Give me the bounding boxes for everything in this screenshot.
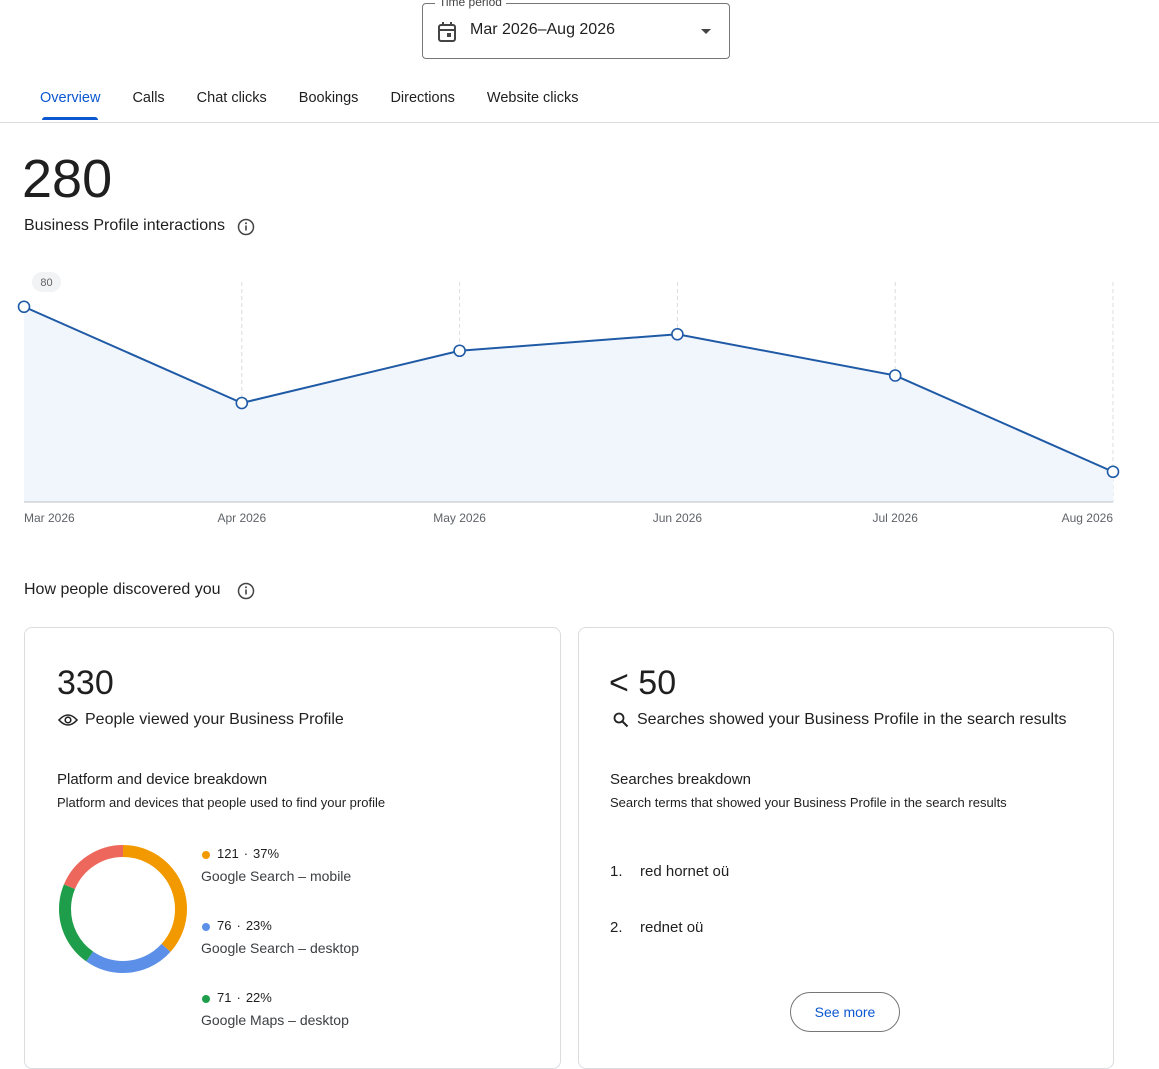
- dropdown-arrow: [701, 29, 711, 34]
- breakdown-subtitle: Platform and devices that people used to…: [57, 795, 386, 810]
- legend-name: Google Search – desktop: [201, 940, 359, 956]
- point: [888, 369, 902, 382]
- x-tick-label: May 2026: [433, 511, 486, 525]
- divider: [0, 122, 1159, 123]
- donut-segment: [59, 845, 187, 973]
- tab[interactable]: Chat clicks: [196, 90, 267, 106]
- legend-separator: ·: [243, 846, 249, 861]
- views-label: People viewed your Business Profile: [85, 711, 344, 728]
- point: [671, 327, 684, 341]
- views-card: 330 People viewed your Business Profile …: [24, 627, 561, 1069]
- term-rank: 1.: [610, 863, 623, 880]
- donut-chart: [59, 845, 187, 973]
- eye-icon: [58, 714, 78, 726]
- tab[interactable]: Bookings: [298, 90, 359, 106]
- point: [235, 396, 249, 410]
- time-period-label: Time period: [435, 0, 506, 9]
- info-icon[interactable]: [237, 218, 255, 236]
- tabs: Overview Calls Chat clicks Bookings Directio…: [40, 90, 579, 120]
- searches-card: < 50 Searches showed your Business Profi…: [578, 627, 1114, 1069]
- breakdown-subtitle: Search terms that showed your Business P…: [610, 795, 1007, 810]
- breakdown-title: Platform and device breakdown: [57, 771, 268, 788]
- tab[interactable]: Directions: [390, 90, 455, 106]
- x-tick-label: Jun 2026: [653, 511, 703, 525]
- point: [17, 300, 31, 314]
- legend-stats: 76 · 23%: [217, 918, 272, 933]
- term-text: red hornet oü: [640, 863, 730, 880]
- legend-value: 76: [217, 918, 232, 933]
- area: [24, 306, 1113, 502]
- tab[interactable]: Overview: [40, 90, 101, 120]
- legend-name: Google Maps – desktop: [201, 1012, 349, 1028]
- term-text: rednet oü: [640, 919, 704, 936]
- interactions-total: 280: [22, 149, 113, 209]
- tab[interactable]: Calls: [132, 90, 165, 106]
- donut-segment: [59, 845, 187, 973]
- see-more-button[interactable]: See more: [790, 992, 900, 1032]
- legend-separator: ·: [236, 918, 241, 933]
- section-title: How people discovered you: [24, 581, 221, 598]
- legend-stats: 71 · 22%: [217, 990, 272, 1005]
- legend-separator: ·: [236, 990, 241, 1005]
- point: [453, 344, 466, 358]
- breakdown-title: Searches breakdown: [610, 771, 751, 788]
- calendar-icon: [438, 22, 456, 42]
- x-tick-label: Mar 2026: [24, 511, 75, 525]
- search-icon: [613, 712, 629, 728]
- term-rank: 2.: [610, 919, 623, 936]
- legend-dot: [202, 851, 210, 859]
- y-tick-pill: [32, 272, 61, 292]
- line: [23, 305, 1114, 473]
- legend-dot: [202, 923, 210, 931]
- tab[interactable]: Website clicks: [486, 90, 579, 106]
- line-chart: Mar 2026 Apr 2026 May 2026 Jun 2026 Jul 2026…: [17, 272, 1120, 525]
- time-period-value: Mar 2026–Aug 2026: [470, 21, 615, 38]
- time-period-select[interactable]: Time period Mar 2026–Aug 2026: [422, 0, 730, 59]
- legend-share: 23%: [245, 918, 272, 933]
- legend-share: 22%: [245, 990, 272, 1005]
- x-tick-label: Apr 2026: [217, 511, 266, 525]
- legend-stats: 121 · 37%: [217, 846, 279, 861]
- y-tick-label: 80: [40, 277, 52, 289]
- legend-name: Google Search – mobile: [201, 868, 352, 884]
- interactions-label: Business Profile interactions: [24, 217, 225, 234]
- legend-value: 121: [217, 846, 239, 861]
- legend-share: 37%: [253, 846, 280, 861]
- x-tick-label: Jul 2026: [873, 511, 919, 525]
- searches-label: Searches showed your Business Profile in…: [637, 711, 1067, 728]
- x-tick-label: Aug 2026: [1062, 511, 1114, 525]
- point: [1106, 465, 1120, 479]
- searches-total: < 50: [609, 664, 677, 702]
- donut-segment: [59, 845, 187, 973]
- legend-dot: [202, 995, 210, 1003]
- legend-value: 71: [217, 990, 232, 1005]
- views-total: 330: [57, 664, 114, 702]
- info-icon[interactable]: [237, 582, 255, 600]
